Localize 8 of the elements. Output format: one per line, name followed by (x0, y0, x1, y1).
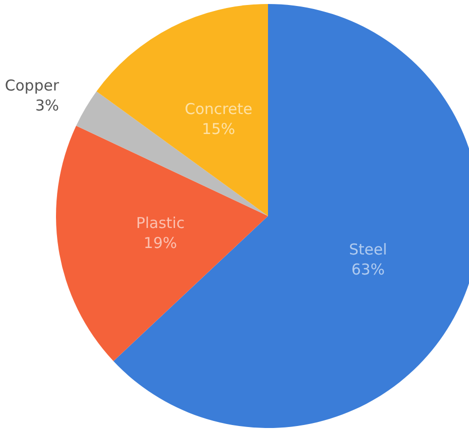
data-label: 15% (202, 120, 236, 138)
data-label: 3% (35, 96, 60, 114)
slice-label: Steel (349, 240, 388, 258)
data-label: 63% (351, 260, 385, 278)
data-label: 19% (144, 234, 178, 252)
slice-label: Plastic (136, 214, 185, 232)
slice-label: Copper (4, 76, 60, 94)
slice-label: Concrete (184, 100, 252, 118)
